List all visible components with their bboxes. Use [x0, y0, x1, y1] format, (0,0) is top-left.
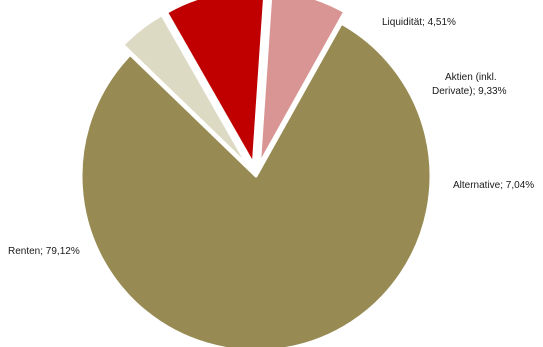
- slice-renten: [79, 21, 433, 347]
- label-aktien-line-1: Aktien (inkl.: [445, 72, 497, 83]
- pie-labels: Renten; 79,12% Liquidität; 4,51% Aktien …: [8, 17, 534, 257]
- slice-liquiditaet: [121, 13, 251, 169]
- slice-alternative: [257, 0, 347, 166]
- slice-aktien: [165, 0, 266, 166]
- label-renten: Renten; 79,12%: [8, 246, 80, 257]
- label-alternative: Alternative; 7,04%: [453, 180, 534, 191]
- label-aktien-line-2: Derivate); 9,33%: [432, 86, 507, 97]
- pie-slices: [79, 0, 433, 347]
- label-liquiditaet: Liquidität; 4,51%: [382, 17, 456, 28]
